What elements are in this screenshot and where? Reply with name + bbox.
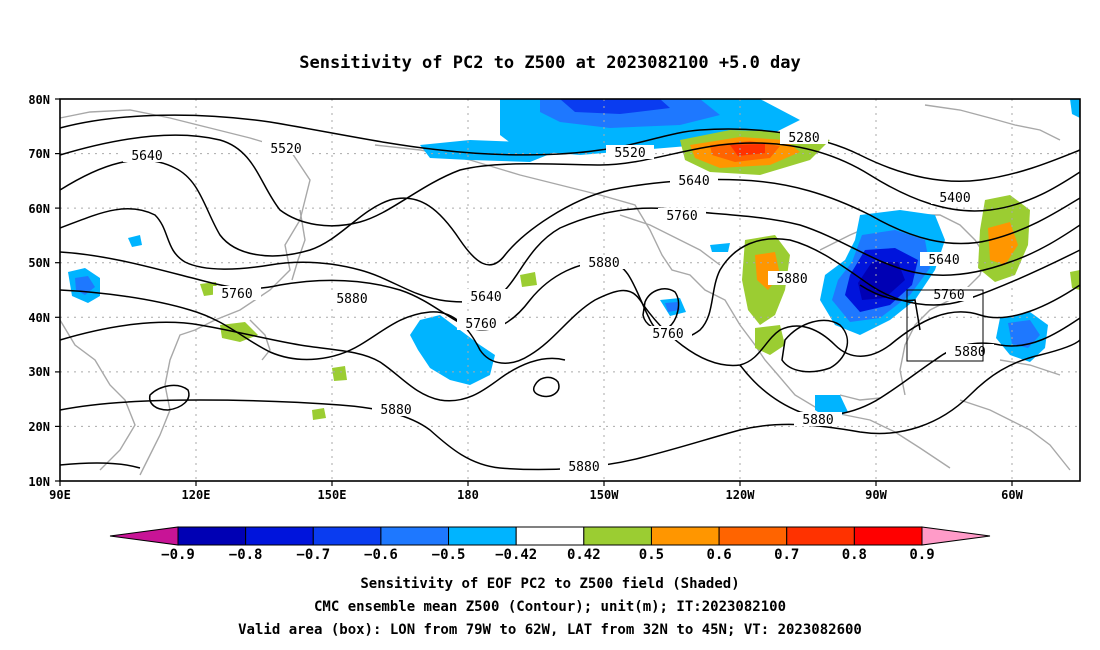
- contour-label: 5880: [380, 403, 411, 418]
- lat-tick-label: 40N: [28, 311, 50, 325]
- contour-label: 5640: [678, 174, 709, 189]
- lat-tick-label: 60N: [28, 202, 50, 216]
- colorbar-swatch: [853, 526, 923, 546]
- contour-label: 5880: [336, 292, 367, 307]
- lon-tick-label: 90E: [49, 488, 71, 502]
- colorbar-swatch: [448, 526, 517, 546]
- contour-label: 5280: [788, 131, 819, 146]
- contour-labels: 5640 5520 5520 5280 5640 5400 5760 5880 …: [123, 130, 994, 475]
- contour-label: 5640: [131, 149, 162, 164]
- contour-label: 5640: [470, 290, 501, 305]
- contour-label: 5880: [954, 345, 985, 360]
- caption-line-2: CMC ensemble mean Z500 (Contour); unit(m…: [314, 599, 786, 615]
- colorbar-labels: −0.9 −0.8 −0.7 −0.6 −0.5 −0.42 0.42 0.5 0.6 0.7 0.…: [161, 547, 935, 563]
- contour-label: 5880: [802, 413, 833, 428]
- colorbar-swatches: [109, 526, 991, 546]
- lat-tick-label: 80N: [28, 93, 50, 107]
- contour-label: 5760: [221, 287, 252, 302]
- colorbar-tick-label: −0.9: [161, 547, 195, 563]
- lat-tick-label: 50N: [28, 256, 50, 270]
- colorbar-swatch: [515, 526, 585, 546]
- figure-title: Sensitivity of PC2 to Z500 at 2023082100…: [299, 53, 801, 73]
- colorbar-swatch: [380, 526, 450, 546]
- contour-label: 5400: [939, 191, 970, 206]
- lon-tick-label: 90W: [865, 488, 887, 502]
- colorbar-swatch: [312, 526, 382, 546]
- colorbar-swatch: [718, 526, 788, 546]
- colorbar: −0.9 −0.8 −0.7 −0.6 −0.5 −0.42 0.42 0.5 0.6 0.7 0.…: [109, 526, 991, 563]
- caption-line-3: Valid area (box): LON from 79W to 62W, L…: [238, 622, 862, 638]
- map-panel: 5640 5520 5520 5280 5640 5400 5760 5880 …: [28, 93, 1081, 502]
- colorbar-swatch: [921, 526, 991, 546]
- colorbar-tick-label: 0.42: [567, 547, 601, 563]
- shaded-sensitivity: [68, 99, 1080, 420]
- colorbar-tick-label: −0.42: [495, 547, 537, 563]
- lon-tick-label: 60W: [1001, 488, 1023, 502]
- lon-tick-label: 120E: [182, 488, 211, 502]
- colorbar-tick-label: −0.8: [229, 547, 263, 563]
- contour-label: 5760: [465, 317, 496, 332]
- colorbar-tick-label: 0.5: [639, 547, 664, 563]
- tick-marks: [55, 98, 1013, 486]
- colorbar-tick-label: −0.7: [296, 547, 330, 563]
- colorbar-swatch: [583, 526, 652, 546]
- lat-tick-label: 20N: [28, 420, 50, 434]
- contour-label: 5760: [666, 209, 697, 224]
- colorbar-tick-label: −0.6: [364, 547, 398, 563]
- contour-label: 5880: [568, 460, 599, 475]
- lat-tick-label: 70N: [28, 147, 50, 161]
- latitude-labels: 80N 70N 60N 50N 40N 30N 20N 10N: [28, 93, 50, 489]
- colorbar-tick-label: 0.8: [842, 547, 867, 563]
- contour-label: 5760: [652, 327, 683, 342]
- colorbar-tick-label: 0.7: [774, 547, 799, 563]
- contour-label: 5880: [588, 256, 619, 271]
- contour-label: 5760: [933, 288, 964, 303]
- colorbar-swatch: [245, 526, 314, 546]
- contour-label: 5880: [776, 272, 807, 287]
- graticule: [60, 99, 1080, 481]
- colorbar-tick-label: 0.6: [706, 547, 731, 563]
- map-frame: [59, 98, 1081, 482]
- colorbar-tick-label: −0.5: [432, 547, 466, 563]
- valid-area-box: [906, 289, 984, 362]
- longitude-labels: 90E 120E 150E 180 150W 120W 90W 60W: [49, 488, 1023, 502]
- colorbar-swatch: [109, 526, 179, 546]
- colorbar-swatch: [650, 526, 720, 546]
- colorbar-tick-label: 0.9: [909, 547, 934, 563]
- contour-label: 5520: [614, 146, 645, 161]
- colorbar-swatch: [786, 526, 855, 546]
- lon-tick-label: 150E: [318, 488, 347, 502]
- lat-tick-label: 30N: [28, 365, 50, 379]
- contour-label: 5520: [270, 142, 301, 157]
- lon-tick-label: 180: [457, 488, 479, 502]
- contour-label: 5640: [928, 253, 959, 268]
- colorbar-swatch: [177, 526, 247, 546]
- lat-tick-label: 10N: [28, 475, 50, 489]
- lon-tick-label: 120W: [726, 488, 756, 502]
- caption-line-1: Sensitivity of EOF PC2 to Z500 field (Sh…: [360, 576, 739, 592]
- lon-tick-label: 150W: [590, 488, 620, 502]
